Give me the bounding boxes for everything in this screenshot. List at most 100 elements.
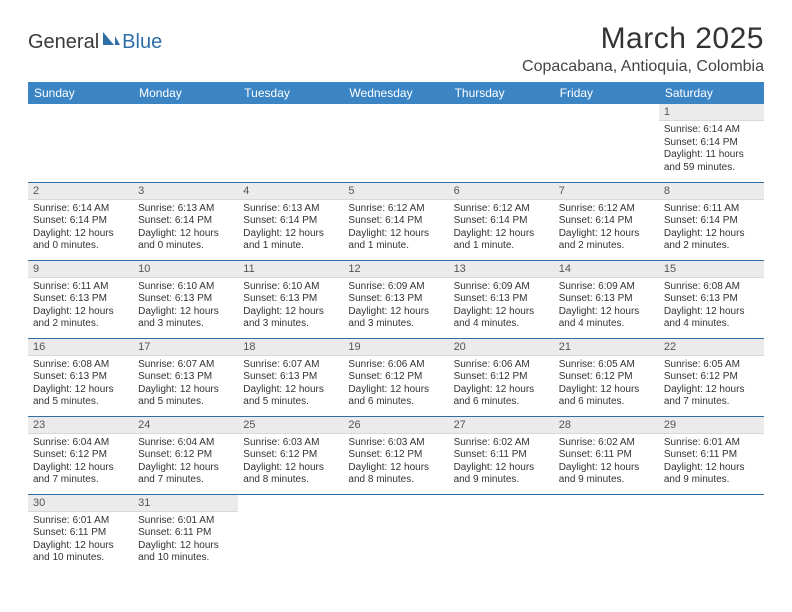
logo: General Blue: [28, 22, 162, 54]
day-number: 26: [343, 417, 448, 434]
daylight-text: Daylight: 12 hours and 10 minutes.: [33, 540, 128, 565]
page-title: March 2025: [522, 22, 764, 56]
calendar-day-cell: 28Sunrise: 6:02 AMSunset: 6:11 PMDayligh…: [554, 416, 659, 494]
sunset-text: Sunset: 6:11 PM: [454, 449, 549, 462]
calendar-day-cell: 29Sunrise: 6:01 AMSunset: 6:11 PMDayligh…: [659, 416, 764, 494]
calendar-day-cell: 23Sunrise: 6:04 AMSunset: 6:12 PMDayligh…: [28, 416, 133, 494]
logo-text-1: General: [28, 31, 99, 54]
calendar-day-cell: 10Sunrise: 6:10 AMSunset: 6:13 PMDayligh…: [133, 260, 238, 338]
daylight-text: Daylight: 12 hours and 5 minutes.: [33, 384, 128, 409]
calendar-day-cell: 31Sunrise: 6:01 AMSunset: 6:11 PMDayligh…: [133, 494, 238, 572]
day-number: 13: [449, 261, 554, 278]
sunrise-text: Sunrise: 6:12 AM: [454, 203, 549, 216]
sunrise-text: Sunrise: 6:11 AM: [664, 203, 759, 216]
sunset-text: Sunset: 6:12 PM: [348, 449, 443, 462]
sunrise-text: Sunrise: 6:14 AM: [664, 124, 759, 137]
calendar-day-cell: 21Sunrise: 6:05 AMSunset: 6:12 PMDayligh…: [554, 338, 659, 416]
day-number: 23: [28, 417, 133, 434]
calendar-day-cell: 12Sunrise: 6:09 AMSunset: 6:13 PMDayligh…: [343, 260, 448, 338]
calendar-day-cell: 26Sunrise: 6:03 AMSunset: 6:12 PMDayligh…: [343, 416, 448, 494]
calendar-empty-cell: [133, 104, 238, 182]
sunset-text: Sunset: 6:14 PM: [243, 215, 338, 228]
title-block: March 2025 Copacabana, Antioquia, Colomb…: [522, 22, 764, 76]
day-body: Sunrise: 6:14 AMSunset: 6:14 PMDaylight:…: [28, 200, 133, 257]
logo-text-2: Blue: [122, 31, 162, 54]
sunrise-text: Sunrise: 6:01 AM: [138, 515, 233, 528]
sunset-text: Sunset: 6:13 PM: [454, 293, 549, 306]
day-number: 10: [133, 261, 238, 278]
sunset-text: Sunset: 6:11 PM: [33, 527, 128, 540]
daylight-text: Daylight: 12 hours and 3 minutes.: [138, 306, 233, 331]
calendar-day-cell: 20Sunrise: 6:06 AMSunset: 6:12 PMDayligh…: [449, 338, 554, 416]
day-body: Sunrise: 6:07 AMSunset: 6:13 PMDaylight:…: [133, 356, 238, 413]
calendar-empty-cell: [659, 494, 764, 572]
sunset-text: Sunset: 6:13 PM: [243, 371, 338, 384]
daylight-text: Daylight: 12 hours and 9 minutes.: [454, 462, 549, 487]
day-body: Sunrise: 6:07 AMSunset: 6:13 PMDaylight:…: [238, 356, 343, 413]
sunrise-text: Sunrise: 6:04 AM: [138, 437, 233, 450]
day-number: 30: [28, 495, 133, 512]
day-body: Sunrise: 6:02 AMSunset: 6:11 PMDaylight:…: [554, 434, 659, 491]
day-number: 31: [133, 495, 238, 512]
day-number: 27: [449, 417, 554, 434]
daylight-text: Daylight: 12 hours and 7 minutes.: [138, 462, 233, 487]
daylight-text: Daylight: 12 hours and 4 minutes.: [664, 306, 759, 331]
sunrise-text: Sunrise: 6:03 AM: [243, 437, 338, 450]
sunset-text: Sunset: 6:13 PM: [243, 293, 338, 306]
day-number: 16: [28, 339, 133, 356]
day-number: 6: [449, 183, 554, 200]
daylight-text: Daylight: 12 hours and 2 minutes.: [664, 228, 759, 253]
day-body: Sunrise: 6:12 AMSunset: 6:14 PMDaylight:…: [449, 200, 554, 257]
sunset-text: Sunset: 6:12 PM: [454, 371, 549, 384]
calendar-empty-cell: [449, 494, 554, 572]
daylight-text: Daylight: 12 hours and 1 minute.: [348, 228, 443, 253]
weekday-header: Saturday: [659, 82, 764, 104]
calendar-day-cell: 5Sunrise: 6:12 AMSunset: 6:14 PMDaylight…: [343, 182, 448, 260]
daylight-text: Daylight: 12 hours and 3 minutes.: [243, 306, 338, 331]
sunrise-text: Sunrise: 6:02 AM: [454, 437, 549, 450]
calendar-week-row: 2Sunrise: 6:14 AMSunset: 6:14 PMDaylight…: [28, 182, 764, 260]
day-number: 25: [238, 417, 343, 434]
calendar-day-cell: 7Sunrise: 6:12 AMSunset: 6:14 PMDaylight…: [554, 182, 659, 260]
day-body: Sunrise: 6:02 AMSunset: 6:11 PMDaylight:…: [449, 434, 554, 491]
day-number: 18: [238, 339, 343, 356]
sunrise-text: Sunrise: 6:05 AM: [664, 359, 759, 372]
sunset-text: Sunset: 6:14 PM: [559, 215, 654, 228]
day-body: Sunrise: 6:11 AMSunset: 6:14 PMDaylight:…: [659, 200, 764, 257]
sunset-text: Sunset: 6:12 PM: [559, 371, 654, 384]
day-number: 29: [659, 417, 764, 434]
calendar-day-cell: 6Sunrise: 6:12 AMSunset: 6:14 PMDaylight…: [449, 182, 554, 260]
sunrise-text: Sunrise: 6:05 AM: [559, 359, 654, 372]
day-body: Sunrise: 6:06 AMSunset: 6:12 PMDaylight:…: [343, 356, 448, 413]
day-body: Sunrise: 6:01 AMSunset: 6:11 PMDaylight:…: [28, 512, 133, 569]
calendar-day-cell: 17Sunrise: 6:07 AMSunset: 6:13 PMDayligh…: [133, 338, 238, 416]
weekday-header: Tuesday: [238, 82, 343, 104]
day-number: 7: [554, 183, 659, 200]
day-body: Sunrise: 6:10 AMSunset: 6:13 PMDaylight:…: [238, 278, 343, 335]
sunrise-text: Sunrise: 6:09 AM: [454, 281, 549, 294]
day-number: 4: [238, 183, 343, 200]
weekday-header-row: SundayMondayTuesdayWednesdayThursdayFrid…: [28, 82, 764, 104]
sunrise-text: Sunrise: 6:13 AM: [243, 203, 338, 216]
daylight-text: Daylight: 12 hours and 6 minutes.: [454, 384, 549, 409]
sunset-text: Sunset: 6:13 PM: [138, 371, 233, 384]
sunset-text: Sunset: 6:12 PM: [138, 449, 233, 462]
day-body: Sunrise: 6:08 AMSunset: 6:13 PMDaylight:…: [28, 356, 133, 413]
sunset-text: Sunset: 6:11 PM: [559, 449, 654, 462]
daylight-text: Daylight: 12 hours and 3 minutes.: [348, 306, 443, 331]
sunrise-text: Sunrise: 6:08 AM: [664, 281, 759, 294]
calendar-day-cell: 4Sunrise: 6:13 AMSunset: 6:14 PMDaylight…: [238, 182, 343, 260]
daylight-text: Daylight: 11 hours and 59 minutes.: [664, 149, 759, 174]
sunrise-text: Sunrise: 6:07 AM: [243, 359, 338, 372]
day-number: 1: [659, 104, 764, 121]
calendar-day-cell: 18Sunrise: 6:07 AMSunset: 6:13 PMDayligh…: [238, 338, 343, 416]
daylight-text: Daylight: 12 hours and 7 minutes.: [664, 384, 759, 409]
daylight-text: Daylight: 12 hours and 2 minutes.: [33, 306, 128, 331]
sunrise-text: Sunrise: 6:04 AM: [33, 437, 128, 450]
sunset-text: Sunset: 6:11 PM: [664, 449, 759, 462]
calendar-day-cell: 15Sunrise: 6:08 AMSunset: 6:13 PMDayligh…: [659, 260, 764, 338]
sunrise-text: Sunrise: 6:08 AM: [33, 359, 128, 372]
location-text: Copacabana, Antioquia, Colombia: [522, 58, 764, 76]
day-number: 8: [659, 183, 764, 200]
day-number: 11: [238, 261, 343, 278]
